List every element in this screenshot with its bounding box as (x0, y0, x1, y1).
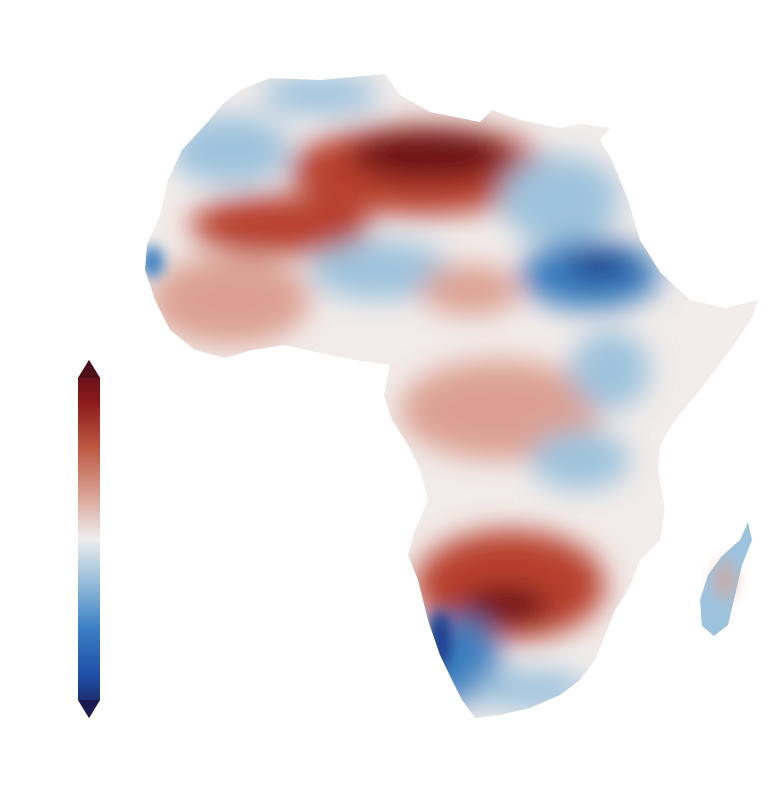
anomaly-southern-warm (415, 530, 605, 640)
anomaly-egypt-cool (500, 155, 620, 245)
anomaly-west-band (190, 195, 370, 255)
anomaly-northcoast-cool (260, 75, 380, 115)
anomaly-field (145, 75, 660, 710)
anomaly-westafrica-warm (150, 255, 310, 345)
anomaly-sahel-cool (310, 240, 450, 300)
africa-landmass (145, 74, 758, 718)
madagascar (700, 522, 752, 636)
anomaly-central-warm (400, 360, 600, 460)
anomaly-northwest-cool (170, 115, 290, 185)
colorbar-upper-extend (78, 360, 100, 378)
anomaly-kalahari-core (460, 587, 550, 623)
madagascar-warm (713, 560, 737, 600)
anomaly-sahara-core (350, 130, 510, 180)
anomaly-southcentral-cool (530, 430, 630, 490)
colorbar-gradient-bar (78, 360, 100, 718)
anomaly-cape-cool (470, 670, 590, 710)
anomaly-senegal-cool (145, 246, 164, 278)
anomaly-sudan-core (565, 250, 635, 280)
anomaly-namibia-coast-cool (428, 610, 452, 670)
anomaly-eastafrica-cool (570, 330, 650, 410)
colorbar (78, 360, 100, 718)
anomaly-chad-warm (420, 265, 520, 315)
colorbar-lower-extend (78, 700, 100, 718)
